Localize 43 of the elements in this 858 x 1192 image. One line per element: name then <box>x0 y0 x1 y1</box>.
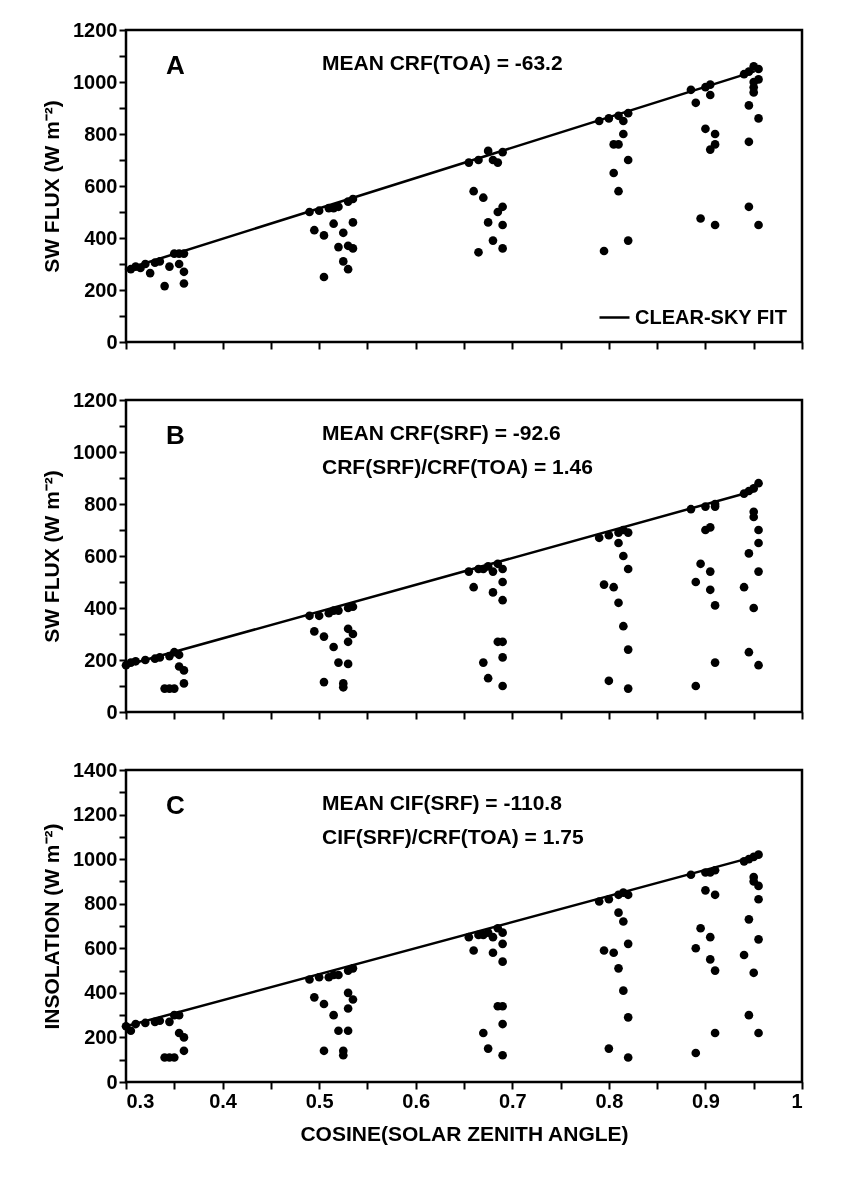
annotation: MEAN CRF(TOA) = -63.2 <box>322 51 563 74</box>
y-tick-label: 200 <box>84 1025 118 1048</box>
x-tick-label: 0.4 <box>209 1089 238 1112</box>
y-tick-label: 600 <box>84 936 118 959</box>
x-tick-label: 0.6 <box>402 1089 431 1112</box>
annotation: B <box>166 420 185 450</box>
y-tick-label: 1200 <box>73 803 118 826</box>
y-axis-title: SW FLUX (W m⁻²) <box>40 470 64 643</box>
x-tick-label: 0.9 <box>692 1089 720 1112</box>
x-tick-label: 0.7 <box>498 1089 527 1112</box>
y-axis-title: SW FLUX (W m⁻²) <box>40 100 64 273</box>
y-tick-label: 0 <box>106 1070 118 1093</box>
y-tick-label: 1000 <box>73 440 118 463</box>
y-tick-label: 1200 <box>73 18 118 41</box>
y-tick-label: 0 <box>106 700 118 723</box>
y-tick-label: 200 <box>84 278 118 301</box>
x-tick-label: 0.8 <box>595 1089 624 1112</box>
y-tick-label: 600 <box>84 174 118 197</box>
y-tick-label: 0 <box>106 330 118 353</box>
y-tick-label: 400 <box>84 981 118 1004</box>
y-tick-label: 1000 <box>73 70 118 93</box>
x-tick-label: 1 <box>791 1089 803 1112</box>
annotation: C <box>166 790 185 820</box>
y-tick-label: 200 <box>84 648 118 671</box>
y-tick-label: 400 <box>84 226 118 249</box>
x-tick-label: 0.5 <box>305 1089 334 1112</box>
annotation: CRF(SRF)/CRF(TOA) = 1.46 <box>322 455 593 478</box>
x-tick-label: 0.3 <box>126 1089 155 1112</box>
y-tick-label: 600 <box>84 544 118 567</box>
annotation: MEAN CRF(SRF) = -92.6 <box>322 421 561 444</box>
y-tick-label: 800 <box>84 492 118 515</box>
legend-label: CLEAR-SKY FIT <box>635 305 787 328</box>
annotation: MEAN CIF(SRF) = -110.8 <box>322 791 563 814</box>
y-tick-label: 1200 <box>73 388 118 411</box>
annotation: A <box>166 50 185 80</box>
y-tick-label: 1400 <box>73 758 118 781</box>
y-tick-label: 1000 <box>73 847 118 870</box>
annotation: CIF(SRF)/CRF(TOA) = 1.75 <box>322 825 584 848</box>
y-axis-title: INSOLATION (W m⁻²) <box>40 823 64 1030</box>
x-axis-title: COSINE(SOLAR ZENITH ANGLE) <box>300 1121 629 1145</box>
y-tick-label: 800 <box>84 122 118 145</box>
y-tick-label: 400 <box>84 596 118 619</box>
y-tick-label: 800 <box>84 892 118 915</box>
